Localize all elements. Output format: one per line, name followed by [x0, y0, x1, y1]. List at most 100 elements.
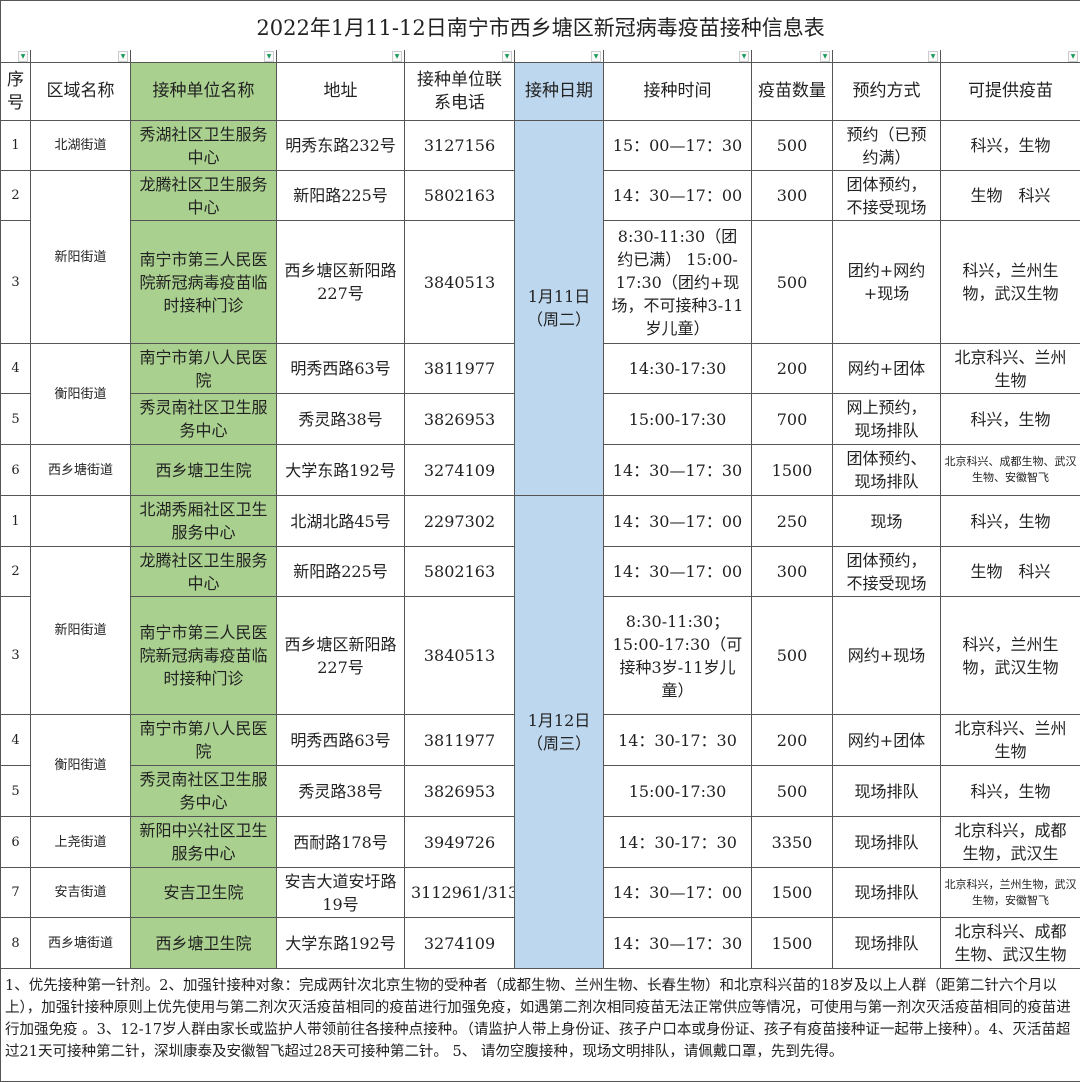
address-cell: 明秀东路232号: [277, 121, 405, 171]
time-cell: 14：30-17：30: [604, 715, 752, 766]
unit-name-cell: 秀灵南社区卫生服务中心: [131, 766, 277, 817]
address-cell: 新阳路225号: [277, 547, 405, 597]
seq-cell: 4: [1, 715, 31, 766]
booking-cell: 预约（已预约满）: [833, 121, 941, 171]
quantity-cell: 200: [752, 344, 833, 394]
table-title: 2022年1月11-12日南宁市西乡塘区新冠病毒疫苗接种信息表: [1, 1, 1080, 51]
filter-dropdown-icon[interactable]: ▼: [502, 51, 512, 62]
time-cell: 14:30-17:30: [604, 344, 752, 394]
booking-cell: 现场排队: [833, 766, 941, 817]
phone-cell: 3840513: [405, 221, 515, 344]
filter-cell: ▼: [604, 50, 752, 63]
region-cell: 新阳街道: [31, 171, 131, 344]
time-cell: 15:00-17:30: [604, 394, 752, 445]
region-cell: 西乡塘街道: [31, 918, 131, 969]
filter-dropdown-icon[interactable]: ▼: [118, 51, 128, 62]
time-cell: 14：30-17：30: [604, 817, 752, 868]
filter-dropdown-icon[interactable]: ▼: [591, 51, 601, 62]
vaccines-cell: 北京科兴、兰州生物: [941, 344, 1080, 394]
filter-dropdown-icon[interactable]: ▼: [739, 51, 749, 62]
address-cell: 大学东路192号: [277, 918, 405, 969]
vaccines-cell: 科兴，生物: [941, 121, 1080, 171]
phone-cell: 3811977: [405, 344, 515, 394]
seq-cell: 2: [1, 547, 31, 597]
address-cell: 西耐路178号: [277, 817, 405, 868]
time-cell: 8:30-11:30； 15:00-17:30（可接种3岁-11岁儿童）: [604, 597, 752, 715]
seq-cell: 2: [1, 171, 31, 221]
filter-cell: ▼: [405, 50, 515, 63]
phone-cell: 3127156: [405, 121, 515, 171]
unit-name-cell: 龙腾社区卫生服务中心: [131, 547, 277, 597]
unit-name-cell: 南宁市第八人民医院: [131, 715, 277, 766]
seq-cell: 1: [1, 496, 31, 547]
booking-cell: 网约+团体: [833, 344, 941, 394]
region-cell: 上尧街道: [31, 817, 131, 868]
seq-cell: 6: [1, 445, 31, 496]
filter-dropdown-icon[interactable]: ▼: [18, 51, 28, 62]
unit-name-cell: 龙腾社区卫生服务中心: [131, 171, 277, 221]
filter-dropdown-icon[interactable]: ▼: [1068, 51, 1078, 62]
vaccines-cell: 科兴，生物: [941, 496, 1080, 547]
booking-cell: 现场排队: [833, 817, 941, 868]
phone-cell: 3949726: [405, 817, 515, 868]
seq-cell: 6: [1, 817, 31, 868]
region-cell: 安吉街道: [31, 868, 131, 918]
phone-cell: 3826953: [405, 394, 515, 445]
filter-dropdown-icon[interactable]: ▼: [820, 51, 830, 62]
region-cell: 西乡塘街道: [31, 445, 131, 496]
region-cell: [31, 496, 131, 547]
filter-dropdown-icon[interactable]: ▼: [928, 51, 938, 62]
booking-cell: 现场: [833, 496, 941, 547]
footer-notes: 1、优先接种第一针剂。2、加强针接种对象：完成两针次北京生物的受种者（成都生物、…: [1, 969, 1080, 1082]
filter-cell: ▼: [833, 50, 941, 63]
time-cell: 14：30—17：00: [604, 496, 752, 547]
region-cell: 新阳街道: [31, 547, 131, 715]
filter-dropdown-icon[interactable]: ▼: [392, 51, 402, 62]
unit-name-cell: 北湖秀厢社区卫生服务中心: [131, 496, 277, 547]
filter-dropdown-icon[interactable]: ▼: [264, 51, 274, 62]
filter-cell: ▼: [131, 50, 277, 63]
vaccines-cell: 生物 科兴: [941, 171, 1080, 221]
header-date: 接种日期: [515, 63, 604, 121]
seq-cell: 3: [1, 221, 31, 344]
quantity-cell: 700: [752, 394, 833, 445]
time-cell: 14：30—17：30: [604, 445, 752, 496]
date-cell: 1月11日（周二）: [515, 121, 604, 496]
booking-cell: 网约+团体: [833, 715, 941, 766]
quantity-cell: 1500: [752, 868, 833, 918]
booking-cell: 现场排队: [833, 868, 941, 918]
header-vaccines: 可提供疫苗: [941, 63, 1080, 121]
time-cell: 8:30-11:30（团约已满） 15:00-17:30（团约+现场，不可接种3…: [604, 221, 752, 344]
time-cell: 14：30—17：00: [604, 171, 752, 221]
unit-name-cell: 安吉卫生院: [131, 868, 277, 918]
unit-name-cell: 西乡塘卫生院: [131, 918, 277, 969]
vaccines-cell: 北京科兴、成都生物、武汉生物、安徽智飞: [941, 445, 1080, 496]
header-phone: 接种单位联系电话: [405, 63, 515, 121]
quantity-cell: 300: [752, 547, 833, 597]
seq-cell: 1: [1, 121, 31, 171]
phone-cell: 3826953: [405, 766, 515, 817]
address-cell: 明秀西路63号: [277, 715, 405, 766]
time-cell: 14：30—17：00: [604, 547, 752, 597]
filter-cell: ▼: [277, 50, 405, 63]
vaccines-cell: 科兴，兰州生物，武汉生物: [941, 597, 1080, 715]
address-cell: 秀灵路38号: [277, 766, 405, 817]
phone-cell: 3840513: [405, 597, 515, 715]
vaccines-cell: 科兴，兰州生物，武汉生物: [941, 221, 1080, 344]
quantity-cell: 1500: [752, 918, 833, 969]
booking-cell: 网约+现场: [833, 597, 941, 715]
header-quantity: 疫苗数量: [752, 63, 833, 121]
filter-cell: ▼: [1, 50, 31, 63]
unit-name-cell: 南宁市第三人民医院新冠病毒疫苗临时接种门诊: [131, 221, 277, 344]
time-cell: 15：00—17：30: [604, 121, 752, 171]
quantity-cell: 500: [752, 121, 833, 171]
header-address: 地址: [277, 63, 405, 121]
header-region: 区域名称: [31, 63, 131, 121]
address-cell: 安吉大道安圩路19号: [277, 868, 405, 918]
seq-cell: 7: [1, 868, 31, 918]
vaccines-cell: 北京科兴，成都生物，武汉生: [941, 817, 1080, 868]
quantity-cell: 1500: [752, 445, 833, 496]
booking-cell: 团体预约、现场排队: [833, 445, 941, 496]
